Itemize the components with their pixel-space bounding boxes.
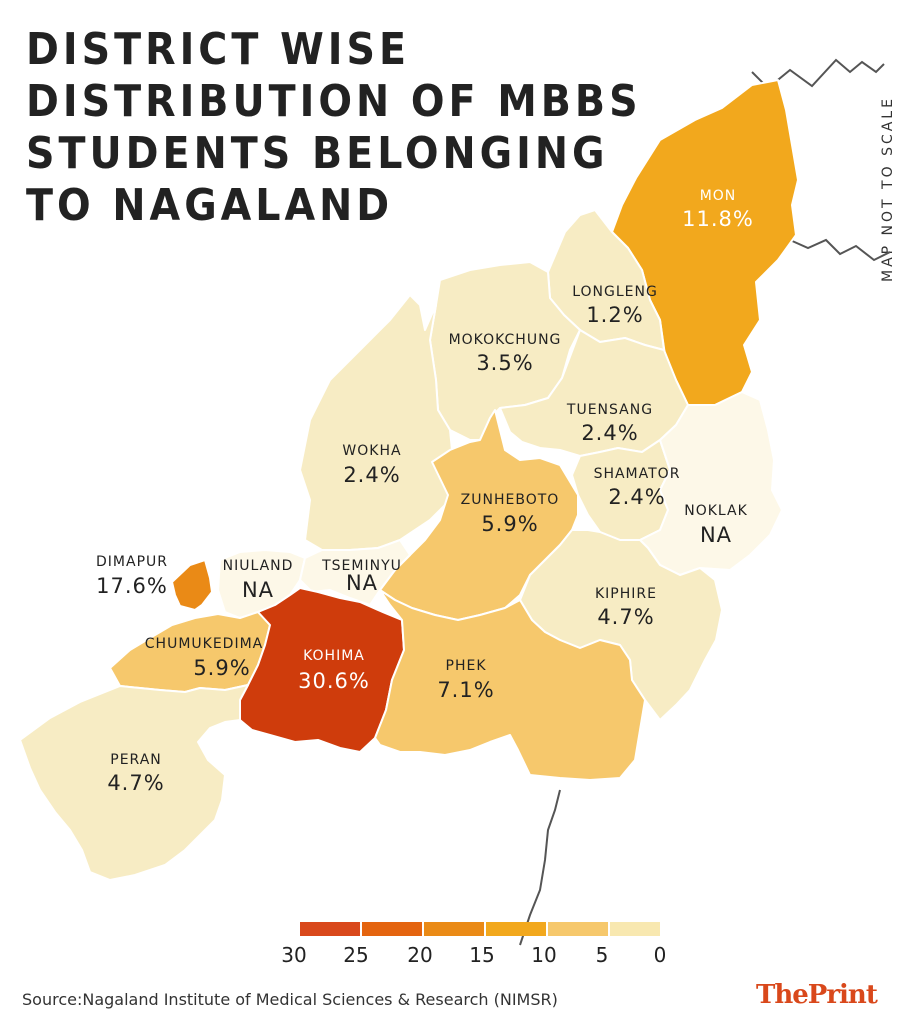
district-peran[interactable] <box>19 684 249 881</box>
label-wokha-name: WOKHA <box>342 443 401 459</box>
label-chumukedima-name: CHUMUKEDIMA <box>145 636 263 652</box>
label-dimapur-name: DIMAPUR <box>96 554 168 570</box>
label-shamator-name: SHAMATOR <box>594 466 681 482</box>
legend-swatch-3 <box>424 922 484 936</box>
legend-tick-5: 5 <box>596 943 609 967</box>
legend-swatch-4 <box>486 922 546 936</box>
label-niuland-value: NA <box>242 578 274 602</box>
district-wokha[interactable] <box>299 294 461 551</box>
label-wokha-value: 2.4% <box>343 463 400 487</box>
legend-tick-0: 0 <box>654 943 667 967</box>
legend-swatch-2 <box>362 922 422 936</box>
label-kiphire-value: 4.7% <box>597 605 654 629</box>
map-title: DISTRICT WISE DISTRIBUTION OF MBBS STUDE… <box>26 24 642 231</box>
brand-part-2: Print <box>807 980 878 1010</box>
label-zunheboto-value: 5.9% <box>481 512 538 536</box>
legend-swatch-6 <box>610 922 660 936</box>
label-mokokchung-name: MOKOKCHUNG <box>449 332 562 348</box>
label-tuensang-value: 2.4% <box>581 421 638 445</box>
district-dimapur[interactable] <box>171 559 213 611</box>
legend: 30 25 20 15 10 5 0 <box>281 922 666 967</box>
label-mon-value: 11.8% <box>682 207 754 231</box>
district-labels: MON 11.8% LONGLENG 1.2% MOKOKCHUNG 3.5% … <box>96 188 754 795</box>
label-noklak-value: NA <box>700 523 732 547</box>
legend-swatch-1 <box>300 922 360 936</box>
label-peran-value: 4.7% <box>107 771 164 795</box>
label-tseminyu-value: NA <box>346 571 378 595</box>
label-tseminyu-name: TSEMINYU <box>321 558 402 574</box>
label-dimapur-value: 17.6% <box>96 574 168 598</box>
label-mon-name: MON <box>700 188 737 204</box>
label-phek-value: 7.1% <box>437 678 494 702</box>
east-border-line <box>789 238 891 262</box>
label-chumukedima-value: 5.9% <box>193 656 250 680</box>
district-chumukedima[interactable] <box>109 611 271 693</box>
label-zunheboto-name: ZUNHEBOTO <box>461 492 560 508</box>
legend-tick-15: 15 <box>469 943 494 967</box>
label-tuensang-name: TUENSANG <box>566 402 653 418</box>
brand-part-1: The <box>756 980 809 1010</box>
legend-tick-10: 10 <box>531 943 556 967</box>
brand-logo[interactable]: ThePrint <box>756 980 878 1010</box>
district-phek[interactable] <box>374 589 646 781</box>
label-longleng-name: LONGLENG <box>572 284 658 300</box>
legend-tick-20: 20 <box>407 943 432 967</box>
label-noklak-name: NOKLAK <box>684 503 748 519</box>
label-kiphire-name: KIPHIRE <box>595 586 657 602</box>
label-longleng-value: 1.2% <box>586 303 643 327</box>
south-border-line <box>519 789 561 946</box>
label-kohima-name: KOHIMA <box>303 648 365 664</box>
label-shamator-value: 2.4% <box>608 485 665 509</box>
legend-swatch-5 <box>548 922 608 936</box>
legend-tick-25: 25 <box>343 943 368 967</box>
label-niuland-name: NIULAND <box>223 558 294 574</box>
label-phek-name: PHEK <box>446 658 487 674</box>
label-peran-name: PERAN <box>110 752 162 768</box>
legend-tick-30: 30 <box>281 943 306 967</box>
label-kohima-value: 30.6% <box>298 669 370 693</box>
source-note: Source:Nagaland Institute of Medical Sci… <box>22 990 558 1009</box>
label-mokokchung-value: 3.5% <box>476 351 533 375</box>
